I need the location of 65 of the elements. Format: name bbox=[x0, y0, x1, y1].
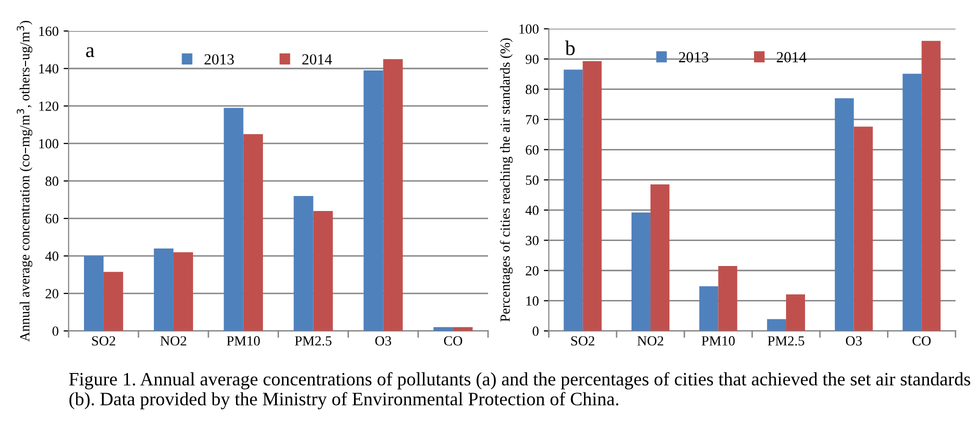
x-tick-label: CO bbox=[444, 336, 462, 346]
y-tick-label: 20 bbox=[526, 266, 539, 276]
y-axis-title: Annual average concentration (co–mg/m$^{3}$, others–ug/m$^{3}$) bbox=[16, 20, 32, 342]
bar bbox=[154, 248, 174, 331]
y-tick-label: 100 bbox=[519, 24, 539, 34]
x-tick-label: O3 bbox=[375, 336, 392, 346]
y-tick-label: 160 bbox=[39, 26, 58, 36]
bar bbox=[104, 272, 124, 331]
y-tick-label: 10 bbox=[526, 296, 539, 306]
y-tick-label: 80 bbox=[526, 84, 539, 94]
bar bbox=[243, 134, 263, 331]
x-tick-label: O3 bbox=[846, 336, 862, 346]
bar bbox=[582, 61, 602, 331]
y-tick-label: 90 bbox=[526, 54, 539, 64]
bar bbox=[173, 252, 194, 331]
bar bbox=[434, 327, 454, 331]
legend-label: 2014 bbox=[776, 52, 806, 62]
bar bbox=[84, 256, 104, 331]
bar bbox=[922, 40, 941, 331]
caption: Figure 1. Annual average concentrations of pollutants (a) and the percentages of cities that achieved the set air standards (b). Data provided by the Ministry of Environmental Protection of China. bbox=[69, 372, 970, 410]
bar bbox=[786, 294, 806, 331]
y-tick-label: 40 bbox=[525, 206, 539, 216]
legend-label: 2013 bbox=[204, 54, 234, 65]
x-tick-label: NO2 bbox=[160, 336, 186, 346]
bar bbox=[564, 70, 583, 331]
bar bbox=[631, 212, 650, 331]
bar bbox=[364, 70, 384, 331]
bar bbox=[650, 184, 670, 331]
bar bbox=[834, 98, 854, 331]
x-tick-label: NO2 bbox=[637, 336, 664, 346]
y-tick-label: 0 bbox=[532, 326, 539, 336]
bar bbox=[383, 59, 403, 331]
y-tick-label: 120 bbox=[39, 102, 58, 111]
bar bbox=[313, 210, 333, 331]
y-tick-label: 140 bbox=[39, 64, 58, 74]
y-tick-label: 60 bbox=[46, 214, 58, 224]
y-tick-label: 80 bbox=[46, 176, 58, 186]
x-tick-label: PM2.5 bbox=[768, 336, 804, 346]
y-tick-label: 0 bbox=[52, 326, 58, 336]
bar bbox=[854, 126, 873, 331]
x-tick-label: SO2 bbox=[92, 336, 116, 346]
y-tick-label: 30 bbox=[526, 236, 539, 246]
x-tick-label: PM10 bbox=[226, 336, 260, 346]
bar bbox=[767, 319, 786, 331]
bar bbox=[224, 108, 244, 331]
x-tick-label: CO bbox=[912, 336, 931, 346]
y-axis-title: Percentages of cities reaching the air standards (%) bbox=[500, 38, 513, 322]
y-tick-label: 40 bbox=[45, 252, 58, 261]
legend-label: 2014 bbox=[302, 54, 332, 65]
y-tick-label: 50 bbox=[526, 175, 539, 185]
bar bbox=[699, 286, 718, 331]
annotation: b bbox=[565, 40, 575, 56]
x-tick-label: PM10 bbox=[702, 336, 735, 346]
y-tick-label: 20 bbox=[46, 289, 58, 298]
bar bbox=[902, 74, 922, 331]
y-tick-label: 60 bbox=[526, 145, 539, 155]
bar bbox=[453, 327, 473, 331]
x-tick-label: SO2 bbox=[571, 336, 594, 346]
x-tick-label: PM2.5 bbox=[294, 336, 332, 346]
bar bbox=[294, 196, 314, 331]
y-tick-label: 70 bbox=[526, 115, 539, 124]
legend-label: 2013 bbox=[679, 52, 708, 62]
y-tick-label: 100 bbox=[39, 139, 58, 148]
bar bbox=[718, 266, 738, 331]
annotation: a bbox=[86, 47, 94, 58]
